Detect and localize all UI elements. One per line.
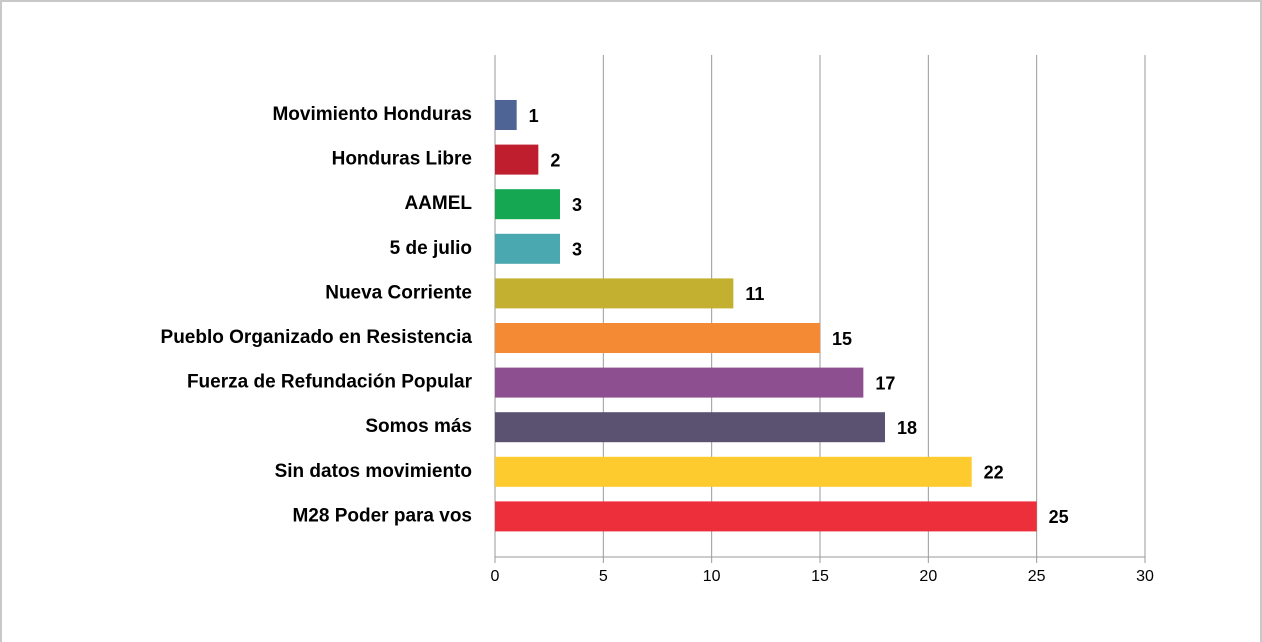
value-label: 17 xyxy=(875,373,895,393)
y-tick-label: Sin datos movimiento xyxy=(275,461,472,482)
value-label: 1 xyxy=(529,106,539,126)
x-tick-label: 25 xyxy=(1028,568,1046,585)
y-tick-label: Movimiento Honduras xyxy=(272,104,472,125)
value-label: 3 xyxy=(572,240,582,260)
x-tick-label: 0 xyxy=(491,568,500,585)
x-tick-label: 30 xyxy=(1136,568,1154,585)
value-label: 15 xyxy=(832,329,852,349)
bar xyxy=(495,189,560,220)
x-tick-label: 5 xyxy=(599,568,608,585)
x-tick-label: 10 xyxy=(703,568,721,585)
y-tick-label: Nueva Corriente xyxy=(325,282,472,303)
bar xyxy=(495,456,972,487)
y-tick-label: 5 de julio xyxy=(390,238,472,259)
bar xyxy=(495,278,734,309)
value-label: 11 xyxy=(745,284,764,304)
value-label: 3 xyxy=(572,195,582,215)
bar xyxy=(495,412,885,443)
y-tick-label: Pueblo Organizado en Resistencia xyxy=(161,327,473,348)
value-label: 25 xyxy=(1049,507,1069,527)
y-tick-label: AAMEL xyxy=(404,193,472,214)
bar xyxy=(495,144,539,175)
bar xyxy=(495,100,517,130)
x-tick-label: 20 xyxy=(919,568,937,585)
y-tick-label: Fuerza de Refundación Popular xyxy=(187,372,473,393)
value-label: 22 xyxy=(984,463,1004,483)
value-label: 2 xyxy=(550,150,560,170)
value-label: 18 xyxy=(897,418,917,438)
y-tick-label: Somos más xyxy=(365,416,472,437)
bar xyxy=(495,233,560,264)
bar xyxy=(495,367,864,398)
bar xyxy=(495,501,1037,532)
y-tick-label: M28 Poder para vos xyxy=(292,505,472,526)
bar xyxy=(495,323,820,353)
y-tick-label: Honduras Libre xyxy=(332,149,472,170)
x-tick-label: 15 xyxy=(811,568,829,585)
